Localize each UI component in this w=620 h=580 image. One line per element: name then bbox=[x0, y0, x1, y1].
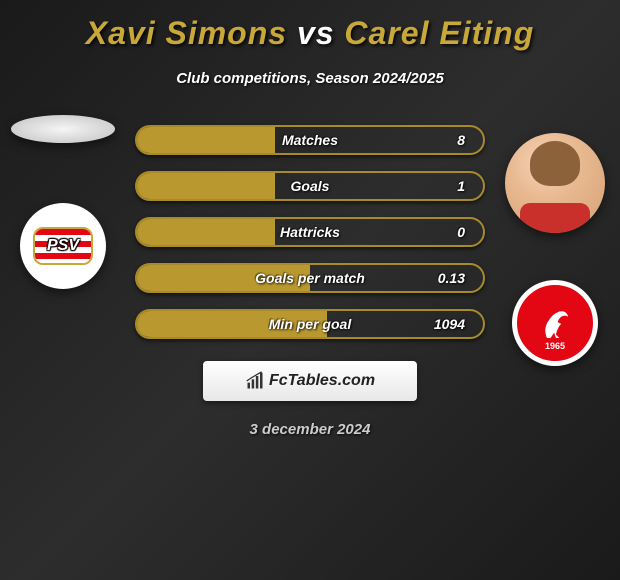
infographic-container: Xavi Simons vs Carel Eiting Club competi… bbox=[0, 0, 620, 448]
subtitle: Club competitions, Season 2024/2025 bbox=[176, 70, 444, 87]
chart-bars-icon bbox=[245, 371, 265, 391]
stat-bar: Min per goal1094 bbox=[135, 309, 485, 339]
date-label: 3 december 2024 bbox=[250, 421, 371, 438]
twente-year: 1965 bbox=[545, 341, 565, 351]
player1-name: Xavi Simons bbox=[86, 15, 287, 51]
branding-text: FcTables.com bbox=[269, 372, 375, 390]
main-area: PSV Matches8 Goals1 Hattricks0 Goals per ma… bbox=[0, 125, 620, 339]
psv-text: PSV bbox=[47, 237, 79, 255]
branding-badge: FcTables.com bbox=[203, 361, 417, 401]
stat-value: 0 bbox=[457, 224, 465, 240]
stat-value: 0.13 bbox=[438, 270, 465, 286]
stat-bar: Matches8 bbox=[135, 125, 485, 155]
stat-value: 8 bbox=[457, 132, 465, 148]
stat-label: Goals bbox=[137, 178, 483, 194]
stat-label: Min per goal bbox=[137, 316, 483, 332]
psv-shield: PSV bbox=[33, 227, 93, 265]
left-column: PSV bbox=[8, 115, 118, 289]
stat-bar: Goals1 bbox=[135, 171, 485, 201]
right-column: 1965 bbox=[500, 133, 610, 366]
headline: Xavi Simons vs Carel Eiting bbox=[86, 15, 534, 52]
stat-value: 1 bbox=[457, 178, 465, 194]
stat-label: Matches bbox=[137, 132, 483, 148]
stat-value: 1094 bbox=[434, 316, 465, 332]
stat-bar: Hattricks0 bbox=[135, 217, 485, 247]
stats-column: Matches8Goals1Hattricks0Goals per match0… bbox=[135, 125, 485, 339]
stat-bar: Goals per match0.13 bbox=[135, 263, 485, 293]
club-badge-twente: 1965 bbox=[512, 280, 598, 366]
player1-photo-placeholder bbox=[11, 115, 115, 143]
vs-separator: vs bbox=[297, 15, 335, 51]
twente-horse-icon bbox=[533, 301, 577, 345]
player2-photo bbox=[505, 133, 605, 233]
stat-label: Goals per match bbox=[137, 270, 483, 286]
stat-label: Hattricks bbox=[137, 224, 483, 240]
club-badge-psv: PSV bbox=[20, 203, 106, 289]
player2-name: Carel Eiting bbox=[344, 15, 534, 51]
